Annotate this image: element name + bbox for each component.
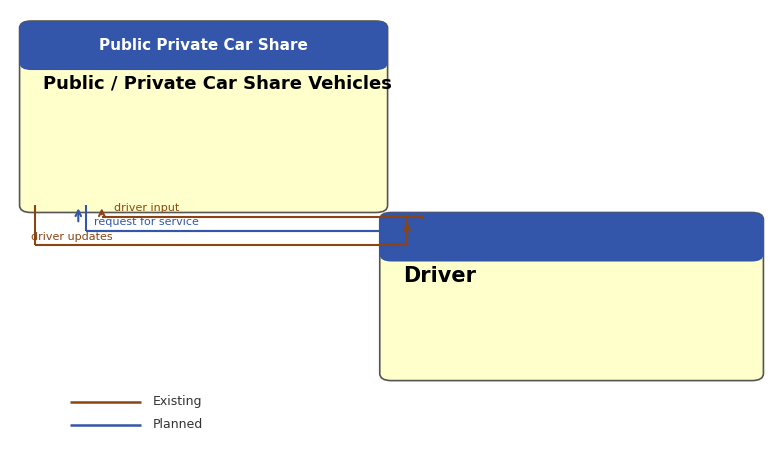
Text: Existing: Existing [153,395,202,408]
Text: Public Private Car Share: Public Private Car Share [99,38,308,53]
FancyBboxPatch shape [20,21,388,70]
Bar [395,239,748,255]
FancyBboxPatch shape [380,212,763,262]
Text: Public / Private Car Share Vehicles: Public / Private Car Share Vehicles [43,75,392,93]
Text: driver input: driver input [114,204,179,213]
Bar [35,47,372,63]
FancyBboxPatch shape [20,21,388,212]
Text: request for service: request for service [94,218,199,227]
Text: driver updates: driver updates [31,233,113,242]
Text: Planned: Planned [153,418,203,432]
FancyBboxPatch shape [380,212,763,381]
Text: Driver: Driver [403,266,476,286]
